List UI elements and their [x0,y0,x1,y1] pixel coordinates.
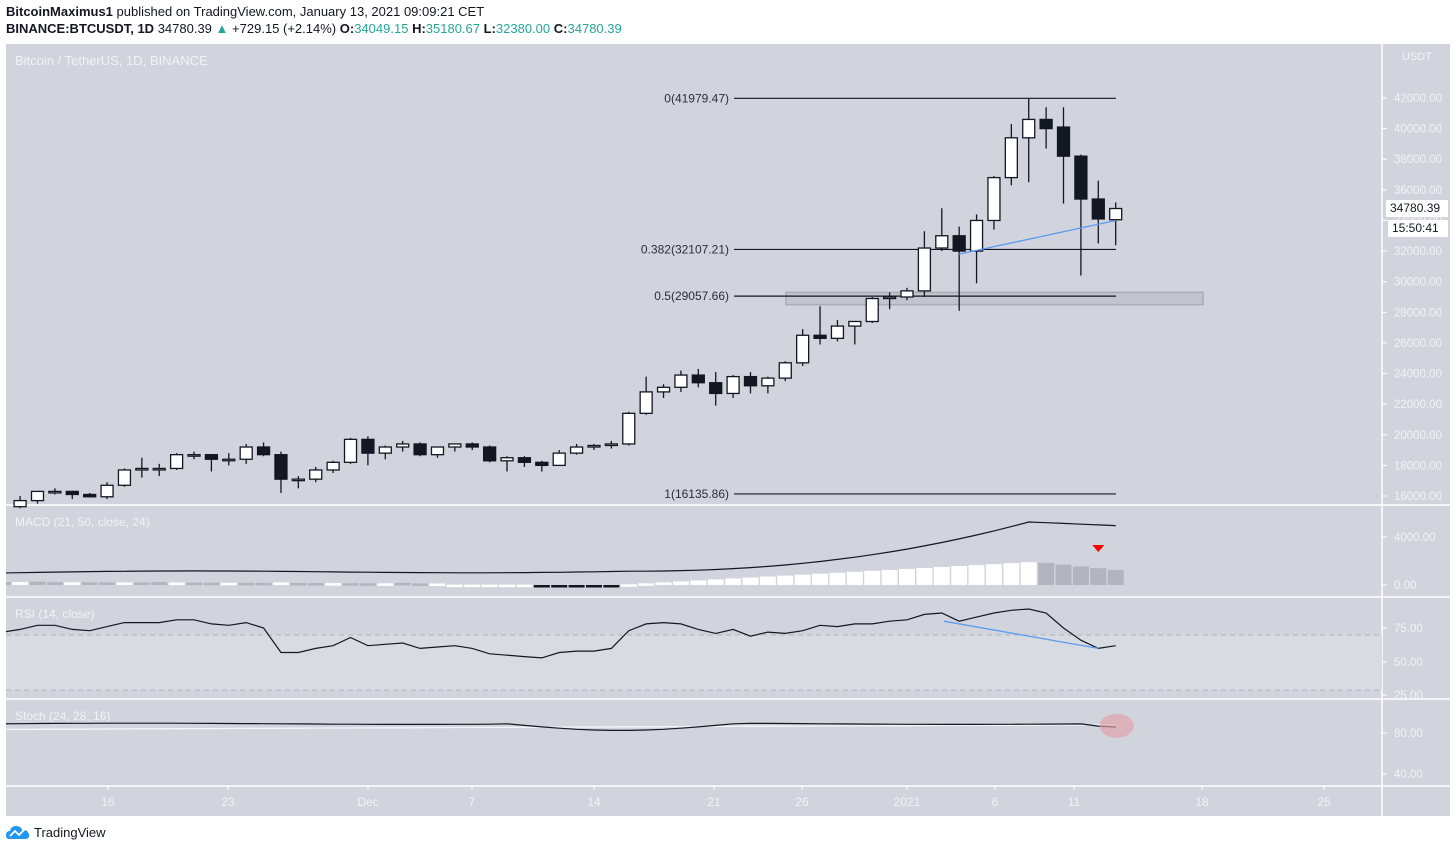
svg-text:20000.00: 20000.00 [1394,430,1442,442]
svg-text:16000.00: 16000.00 [1394,491,1442,503]
svg-text:14: 14 [587,795,601,809]
svg-text:23: 23 [221,795,235,809]
open-label: O: [339,21,355,36]
publish-info: BitcoinMaximus1 published on TradingView… [6,4,484,19]
svg-text:40.00: 40.00 [1394,769,1423,781]
svg-text:36000.00: 36000.00 [1394,185,1442,197]
svg-text:80.00: 80.00 [1394,728,1423,740]
svg-text:21: 21 [707,795,721,809]
svg-text:2021: 2021 [894,795,921,809]
author-name[interactable]: BitcoinMaximus1 [6,4,113,19]
svg-text:0.5(29057.66): 0.5(29057.66) [654,289,729,303]
high-value: 35180.67 [425,21,481,36]
svg-text:26: 26 [795,795,809,809]
svg-text:18000.00: 18000.00 [1394,460,1442,472]
svg-text:11: 11 [1068,795,1081,809]
svg-text:22000.00: 22000.00 [1394,399,1442,411]
svg-text:6: 6 [992,795,999,809]
last-price-label: 34780.39 [1386,200,1448,217]
svg-text:0.382(32107.21): 0.382(32107.21) [641,242,729,256]
countdown-label: 15:50:41 [1388,220,1448,237]
svg-text:1(16135.86): 1(16135.86) [664,487,729,501]
svg-text:0.00: 0.00 [1394,580,1416,592]
svg-text:0(41979.47): 0(41979.47) [664,91,729,105]
svg-text:4000.00: 4000.00 [1394,532,1436,544]
chart-area[interactable]: 16000.00 18000.00 20000.00 22000.00 24000.00… [0,44,1450,816]
svg-text:28000.00: 28000.00 [1394,307,1442,319]
tradingview-logo[interactable]: TradingView [6,824,106,840]
currency-label: USDT [1402,51,1432,63]
symbol-name: BINANCE:BTCUSDT, 1D [6,21,155,36]
svg-text:18: 18 [1195,795,1209,809]
svg-text:50.00: 50.00 [1394,657,1423,669]
svg-text:32000.00: 32000.00 [1394,246,1442,258]
tradingview-cloud-icon [6,826,30,839]
svg-text:40000.00: 40000.00 [1394,124,1442,136]
low-value: 32380.00 [495,21,551,36]
open-value: 34049.15 [354,21,409,36]
rsi-title: RSI (14, close) [15,607,95,621]
svg-text:38000.00: 38000.00 [1394,154,1442,166]
close-value: 34780.39 [567,21,622,36]
svg-text:42000.00: 42000.00 [1394,93,1442,105]
stoch-title: Stoch (24, 28, 16) [15,709,111,723]
svg-text:25.00: 25.00 [1394,690,1423,702]
svg-text:7: 7 [469,795,476,809]
high-label: H: [412,21,426,36]
svg-text:Dec: Dec [357,795,378,809]
low-label: L: [483,21,496,36]
close-label: C: [553,21,568,36]
svg-text:24000.00: 24000.00 [1394,369,1442,381]
up-arrow-icon: ▲ [215,21,229,36]
svg-text:25: 25 [1317,795,1331,809]
svg-text:30000.00: 30000.00 [1394,277,1442,289]
chart-title: Bitcoin / TetherUS, 1D, BINANCE [15,53,208,68]
last-price: 34780.39 [157,21,212,36]
svg-text:16: 16 [101,795,115,809]
price-change: +729.15 (+2.14%) [232,21,337,36]
macd-title: MACD (21, 50, close, 24) [15,515,150,529]
svg-text:26000.00: 26000.00 [1394,338,1442,350]
publish-text: published on TradingView.com, January 13… [116,4,485,19]
chart-canvas[interactable]: 16000.00 18000.00 20000.00 22000.00 24000.00… [0,44,1450,816]
svg-text:75.00: 75.00 [1394,623,1423,635]
footer-brand: TradingView [34,824,106,840]
symbol-info: BINANCE:BTCUSDT, 1D 34780.39 ▲ +729.15 (… [6,21,622,36]
